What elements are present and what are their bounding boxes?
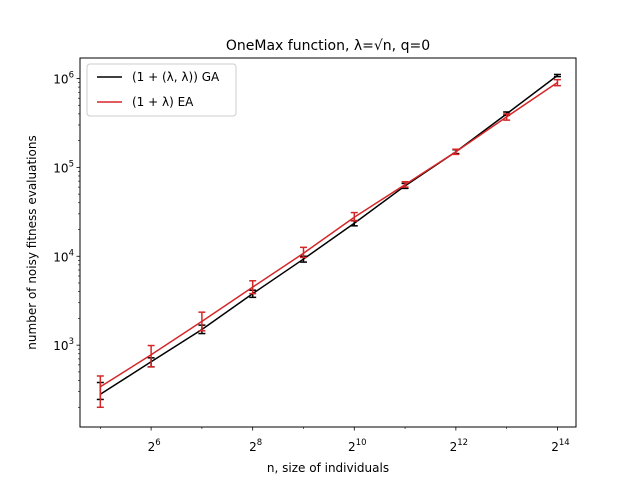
x-tick-label-3: 212 — [450, 438, 468, 454]
x-axis: 26 28 210 212 214 — [100, 427, 570, 454]
axes-frame — [79, 57, 577, 428]
legend-label-ga: (1 + (λ, λ)) GA — [132, 70, 220, 84]
y-tick-label-3: 106 — [53, 70, 74, 86]
y-axis: 103 104 105 106 — [53, 70, 80, 408]
legend: (1 + (λ, λ)) GA (1 + λ) EA — [86, 63, 237, 117]
legend-box — [86, 63, 237, 117]
y-tick-label-1: 104 — [53, 248, 74, 264]
x-tick-label-1: 28 — [249, 438, 262, 454]
x-tick-label-2: 210 — [348, 438, 366, 454]
y-axis-label: number of noisy fitness evaluations — [25, 135, 39, 349]
x-tick-label-4: 214 — [551, 438, 569, 454]
chart-title: OneMax function, λ=√n, q=0 — [226, 38, 430, 54]
x-axis-label: n, size of individuals — [267, 461, 389, 475]
y-tick-label-2: 105 — [53, 159, 74, 175]
series-line-1 — [99, 81, 558, 388]
y-tick-label-0: 103 — [53, 337, 74, 353]
legend-label-ea: (1 + λ) EA — [132, 95, 194, 109]
series-line-0 — [99, 74, 558, 395]
x-tick-label-0: 26 — [148, 438, 161, 454]
plot-area — [96, 73, 561, 409]
